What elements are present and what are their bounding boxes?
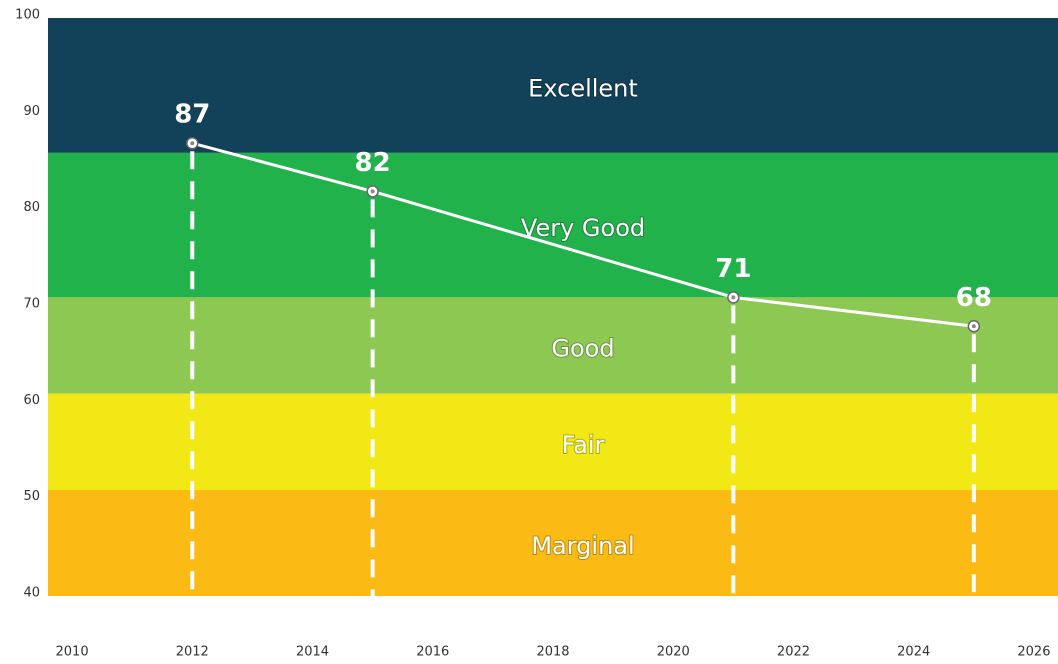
band-label: Very Good xyxy=(521,214,645,242)
value-label: 68 xyxy=(956,283,992,313)
band xyxy=(48,18,1058,153)
y-tick-label: 60 xyxy=(23,393,40,408)
y-tick-label: 90 xyxy=(23,104,40,119)
value-label: 82 xyxy=(355,148,391,178)
y-tick-label: 100 xyxy=(15,8,40,23)
value-label: 87 xyxy=(174,100,210,130)
x-tick-label: 2022 xyxy=(777,645,810,660)
y-tick-label: 70 xyxy=(23,297,40,312)
x-tick-label: 2020 xyxy=(657,645,690,660)
x-tick-label: 2016 xyxy=(416,645,449,660)
band xyxy=(48,297,1058,394)
band-label: Excellent xyxy=(528,74,638,102)
x-tick-label: 2012 xyxy=(176,645,209,660)
point-center xyxy=(731,295,736,300)
band xyxy=(48,152,1058,298)
y-tick-label: 40 xyxy=(23,586,40,601)
band-label: Good xyxy=(551,335,614,363)
band xyxy=(48,393,1058,491)
point-center xyxy=(370,189,375,194)
x-tick-label: 2018 xyxy=(536,645,569,660)
band xyxy=(48,490,1058,596)
band-label: Fair xyxy=(562,431,605,459)
y-tick-label: 50 xyxy=(23,489,40,504)
value-label: 71 xyxy=(715,254,751,284)
x-tick-label: 2026 xyxy=(1017,645,1050,660)
point-center xyxy=(190,141,195,146)
band-label: Marginal xyxy=(531,532,634,560)
point-center xyxy=(971,324,976,329)
line xyxy=(191,141,975,328)
x-tick-label: 2010 xyxy=(56,645,89,660)
y-tick-label: 80 xyxy=(23,200,40,215)
x-tick-label: 2024 xyxy=(897,645,930,660)
x-tick-label: 2014 xyxy=(296,645,329,660)
